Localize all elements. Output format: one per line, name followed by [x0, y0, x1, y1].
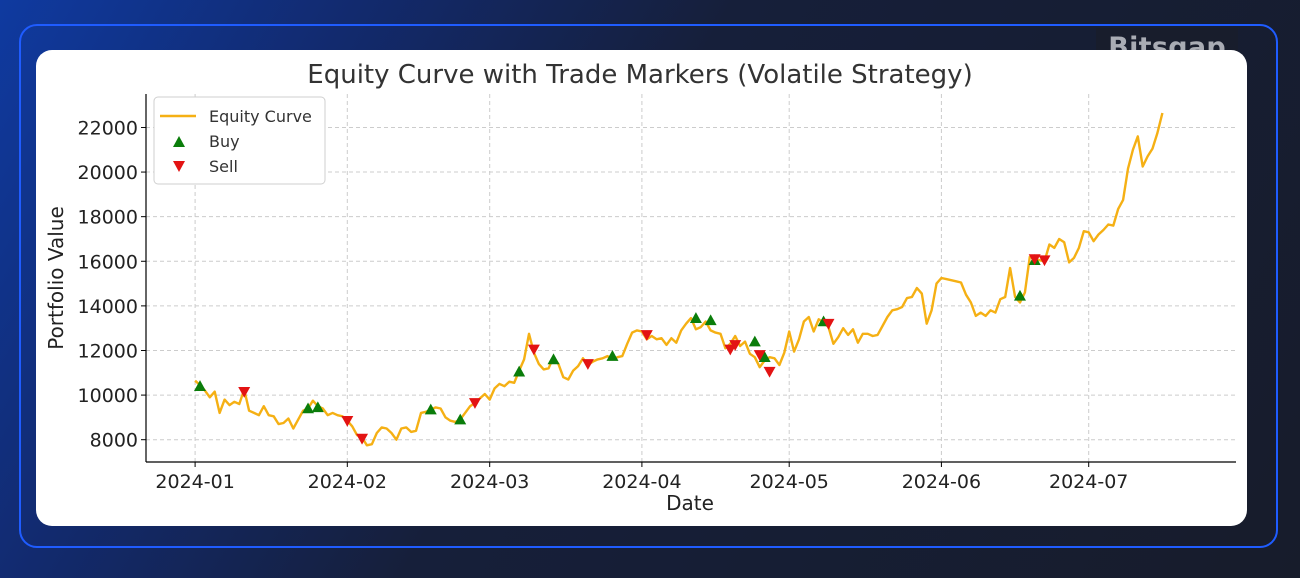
buy-marker [424, 403, 437, 415]
sell-marker [341, 415, 354, 427]
x-tick-label: 2024-05 [750, 471, 829, 493]
x-axis-label: Date [666, 491, 714, 515]
legend-box [153, 96, 326, 185]
buy-marker [748, 335, 761, 347]
sell-marker [356, 433, 369, 445]
legend-label-equity: Equity Curve [209, 107, 312, 126]
buy-marker [194, 380, 207, 391]
y-tick-label: 20000 [78, 162, 138, 184]
equity-curve-line [194, 112, 1164, 447]
buy-marker [704, 314, 717, 326]
buy-marker [302, 402, 315, 414]
legend-sell-marker [173, 161, 185, 172]
buy-marker [311, 401, 324, 413]
sell-marker [527, 344, 540, 356]
chart-title: Equity Curve with Trade Markers (Volatil… [307, 60, 972, 90]
sell-marker [1038, 255, 1051, 267]
sell-marker [1028, 254, 1041, 266]
legend-label-buy: Buy [209, 132, 240, 151]
sell-marker [468, 398, 481, 409]
buy-marker [513, 365, 526, 377]
y-tick-label: 22000 [78, 117, 138, 139]
legend: Equity Curve Buy Sell [153, 96, 326, 185]
series [194, 112, 1164, 447]
x-tick-label: 2024-01 [155, 471, 234, 493]
sell-marker [763, 366, 776, 378]
buy-marker [454, 413, 467, 425]
sell-marker [753, 350, 766, 361]
sell-marker [238, 386, 251, 398]
y-tick-label: 18000 [78, 207, 138, 229]
equity-chart: 8000 10000 12000 14000 16000 18000 20000 22000 2… [44, 60, 1236, 515]
legend-label-sell: Sell [209, 157, 238, 176]
ticks: 8000 10000 12000 14000 16000 18000 20000 22000 2… [78, 117, 1129, 493]
sell-marker [729, 340, 742, 351]
y-tick-label: 16000 [78, 251, 138, 273]
x-tick-label: 2024-02 [308, 471, 387, 493]
buy-marker [1013, 289, 1026, 301]
chart-card: 8000 10000 12000 14000 16000 18000 20000 22000 2… [36, 50, 1247, 526]
y-tick-label: 14000 [78, 296, 138, 318]
trade-markers [194, 254, 1051, 445]
sell-marker [581, 359, 594, 370]
buy-marker [689, 312, 702, 323]
buy-marker [758, 351, 771, 362]
y-tick-label: 8000 [90, 430, 138, 452]
buy-marker [547, 353, 560, 365]
x-tick-label: 2024-04 [602, 471, 681, 493]
y-axis-label: Portfolio Value [44, 206, 68, 350]
y-tick-label: 10000 [78, 385, 138, 407]
x-tick-label: 2024-03 [450, 471, 529, 493]
axes [145, 94, 1236, 463]
y-tick-label: 12000 [78, 340, 138, 362]
x-tick-label: 2024-07 [1049, 471, 1128, 493]
legend-buy-marker [173, 136, 185, 147]
sell-marker [822, 318, 835, 330]
buy-marker [606, 350, 619, 361]
sell-marker [640, 330, 653, 341]
x-tick-label: 2024-06 [902, 471, 981, 493]
